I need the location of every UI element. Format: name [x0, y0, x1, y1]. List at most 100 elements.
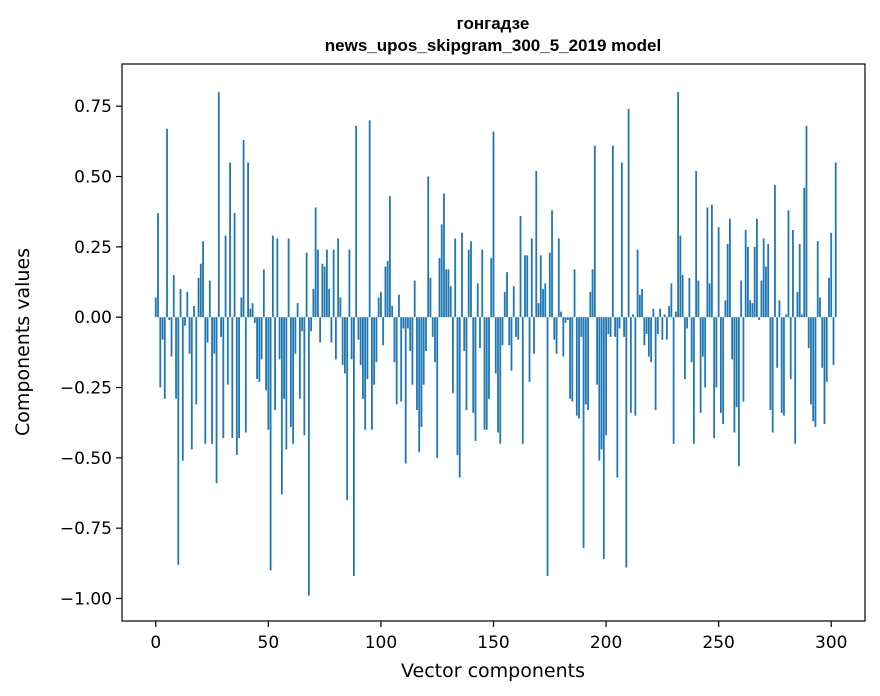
- bar-59: [287, 238, 290, 318]
- bar-190: [582, 317, 585, 548]
- bar-274: [771, 317, 774, 433]
- bar-254: [726, 244, 729, 318]
- bar-267: [756, 218, 758, 318]
- bar-170: [537, 303, 540, 318]
- bar-11: [179, 289, 182, 318]
- bar-108: [398, 294, 400, 318]
- bar-256: [731, 317, 734, 360]
- bar-29: [220, 317, 222, 337]
- bar-12: [181, 317, 184, 461]
- bar-220: [650, 317, 653, 363]
- bar-204: [614, 317, 616, 337]
- x-tick-label: 100: [365, 633, 397, 653]
- bar-4: [163, 317, 166, 399]
- bar-47: [260, 317, 263, 360]
- bar-112: [407, 317, 409, 329]
- bar-63: [296, 303, 299, 318]
- y-tick-label: 0.00: [74, 308, 112, 328]
- y-tick-label: −0.75: [60, 519, 112, 539]
- bar-34: [231, 317, 234, 439]
- bar-189: [580, 317, 583, 337]
- bar-181: [562, 317, 565, 357]
- bar-174: [546, 317, 549, 576]
- bar-125: [436, 317, 439, 458]
- bar-216: [641, 289, 643, 318]
- plot-frame: [121, 63, 866, 622]
- bar-119: [422, 317, 425, 385]
- bar-253: [724, 300, 727, 318]
- bar-247: [711, 204, 713, 318]
- bar-281: [787, 210, 790, 318]
- bar-31: [224, 235, 227, 318]
- y-axis-label: Components values: [12, 248, 34, 436]
- bar-198: [600, 317, 603, 450]
- bar-8: [172, 274, 175, 318]
- bar-110: [402, 317, 405, 329]
- y-tick-label: 0.50: [74, 168, 112, 188]
- bar-191: [584, 317, 587, 405]
- bar-135: [458, 317, 461, 478]
- bar-277: [778, 300, 781, 318]
- bar-213: [634, 317, 637, 416]
- bar-195: [593, 145, 596, 318]
- bar-238: [690, 317, 693, 363]
- bar-26: [213, 317, 216, 354]
- bar-237: [688, 277, 691, 318]
- bar-69: [310, 317, 313, 332]
- bar-109: [400, 317, 403, 402]
- bar-214: [636, 249, 639, 318]
- bar-1: [157, 213, 159, 318]
- bar-297: [823, 317, 826, 425]
- bar-85: [346, 317, 349, 501]
- bar-137: [463, 317, 466, 351]
- bar-150: [492, 131, 495, 318]
- bar-287: [801, 314, 803, 318]
- bar-68: [307, 317, 310, 596]
- bar-7: [170, 317, 173, 357]
- bar-49: [265, 317, 267, 391]
- bar-41: [247, 162, 249, 318]
- bar-0: [154, 297, 157, 318]
- bar-171: [539, 255, 542, 318]
- bar-129: [445, 269, 448, 318]
- bar-276: [776, 317, 779, 368]
- bar-57: [283, 317, 286, 399]
- bar-169: [535, 170, 538, 318]
- bar-72: [316, 249, 319, 318]
- bar-172: [542, 289, 544, 318]
- bar-179: [557, 238, 560, 318]
- bar-98: [375, 317, 378, 363]
- bar-76: [325, 249, 328, 318]
- bar-240: [695, 170, 698, 318]
- bar-22: [204, 317, 207, 444]
- bar-24: [208, 280, 211, 318]
- bar-9: [175, 317, 177, 399]
- bar-149: [490, 258, 493, 318]
- bar-139: [467, 249, 470, 318]
- bar-173: [544, 283, 547, 318]
- bar-168: [533, 317, 535, 354]
- bar-113: [409, 317, 412, 351]
- bar-289: [805, 125, 808, 318]
- chart-title-line-1: гонгадзе: [457, 14, 530, 33]
- bar-207: [620, 162, 623, 318]
- bar-13: [184, 317, 186, 326]
- bar-55: [278, 317, 281, 360]
- bar-102: [384, 266, 387, 318]
- bar-250: [717, 227, 720, 318]
- bar-221: [652, 308, 655, 318]
- bar-81: [337, 238, 340, 318]
- bar-279: [783, 317, 785, 416]
- bar-275: [774, 184, 776, 318]
- bar-89: [355, 125, 358, 318]
- bar-202: [609, 317, 612, 337]
- bar-231: [674, 311, 677, 318]
- bar-6: [168, 317, 171, 320]
- bar-226: [663, 314, 666, 318]
- bar-217: [643, 317, 646, 346]
- bar-176: [551, 210, 553, 318]
- bar-66: [303, 317, 306, 436]
- bar-264: [749, 300, 752, 318]
- bar-259: [738, 317, 740, 467]
- bar-157: [508, 317, 511, 346]
